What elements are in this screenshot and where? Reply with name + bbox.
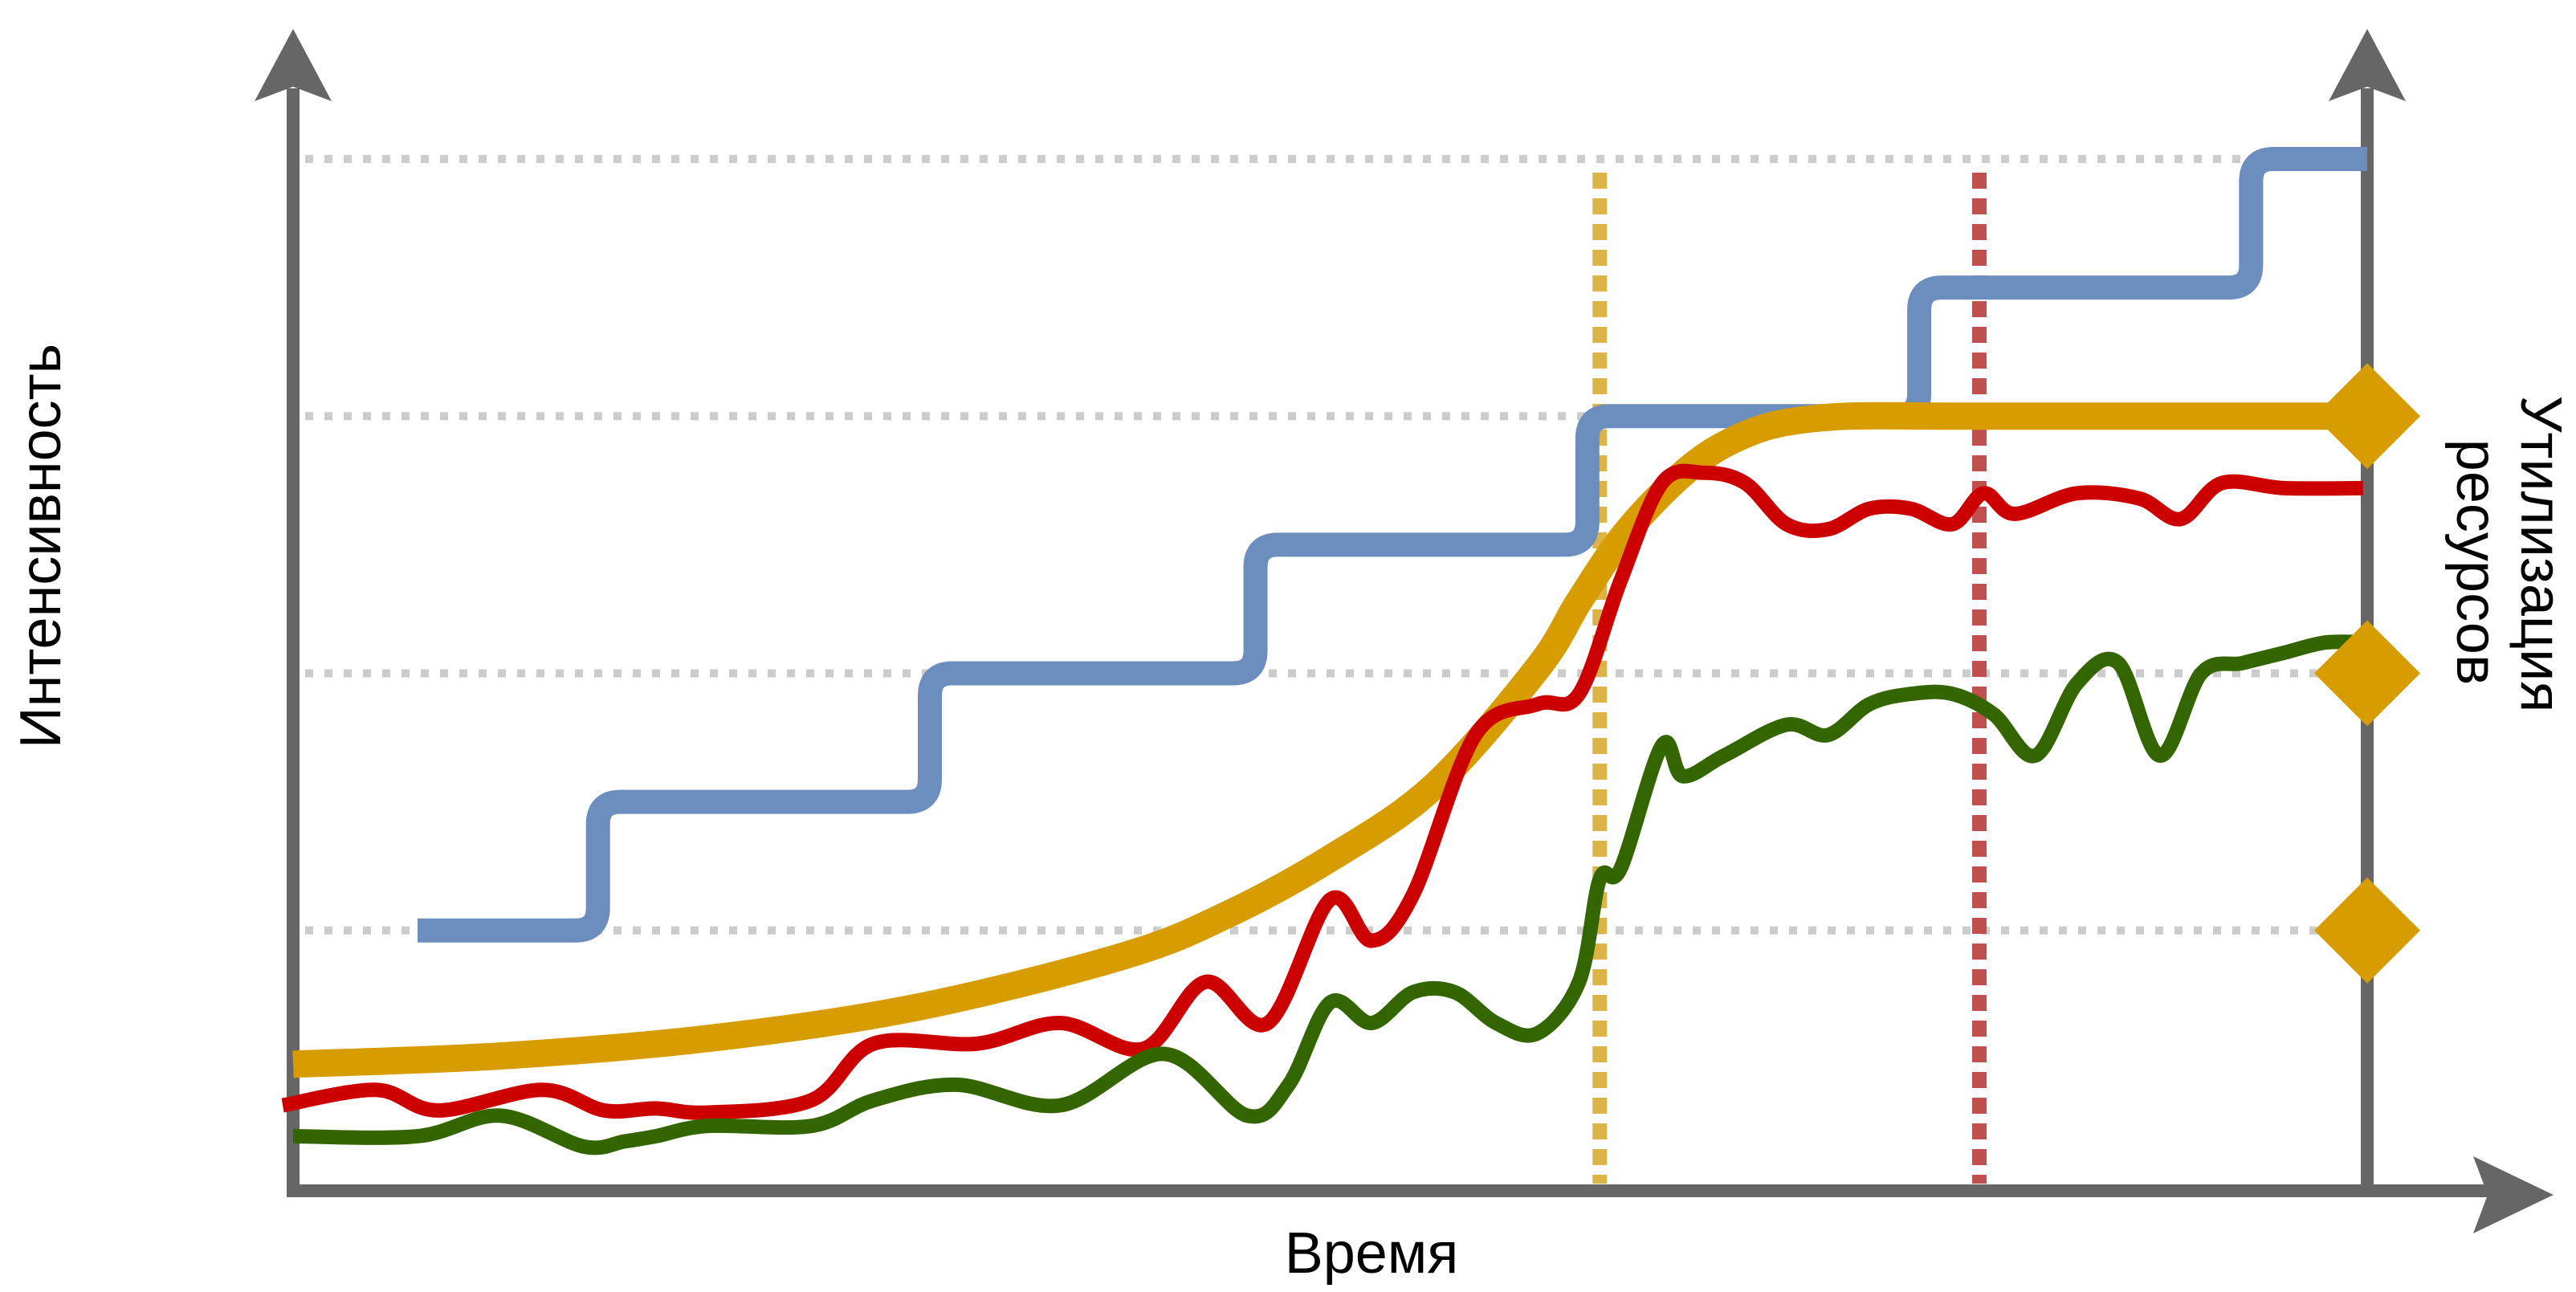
- y-axis-label-right: Утилизация ресурсов: [2444, 396, 2573, 729]
- series-red-line: [281, 463, 2363, 1120]
- marker-layer: [2314, 363, 2420, 984]
- y-axis-left-arrow: [255, 29, 332, 101]
- x-axis-label: Время: [1285, 1221, 1459, 1286]
- series-layer: [281, 147, 2368, 1155]
- y-axis-label-right-line2: ресурсов: [2444, 439, 2509, 685]
- diamond-marker-1: [2314, 877, 2420, 984]
- diamond-marker-3: [2314, 363, 2420, 470]
- series-green-line: [292, 634, 2368, 1155]
- x-axis-arrow: [2473, 1156, 2554, 1233]
- series-gold-curve: [292, 401, 2367, 1078]
- y-axis-label-left: Интенсивность: [9, 344, 73, 748]
- grid-layer: [305, 155, 2359, 935]
- y-axis-right-arrow: [2329, 29, 2406, 101]
- y-axis-label-right-line1: Утилизация: [2509, 396, 2573, 713]
- diamond-marker-2: [2314, 620, 2420, 727]
- vline-layer: [1592, 173, 1987, 1184]
- series-blue-step-line: [417, 147, 2367, 943]
